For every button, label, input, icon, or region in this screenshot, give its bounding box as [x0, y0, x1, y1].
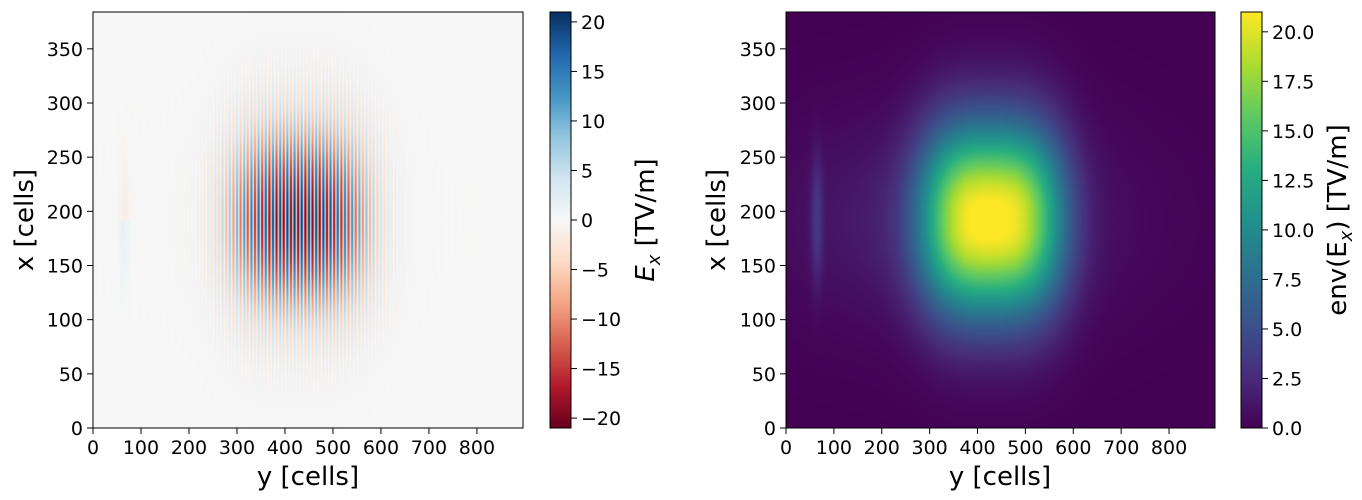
envelope-x-tick-label: 700	[1103, 437, 1139, 459]
ex-x-tick-label: 600	[363, 437, 399, 459]
ex-x-tick-label: 500	[315, 437, 351, 459]
ex-y-axis-label: x [cells]	[10, 169, 40, 271]
envelope-colorbar-label: env(Ex) [TV/m]	[1323, 124, 1357, 316]
ex-colorbar-label-sub: x	[644, 254, 665, 266]
envelope-x-tick-label: 0	[780, 437, 792, 459]
envelope-colorbar-tick-label: 17.5	[1272, 71, 1314, 93]
ex-colorbar-tick-label: 0	[581, 210, 593, 232]
ex-y-tick-label: 150	[47, 256, 83, 278]
envelope-y-tick-label: 350	[740, 39, 776, 61]
envelope-colorbar	[1240, 11, 1263, 429]
ex-x-tick-label: 700	[411, 437, 447, 459]
envelope-x-tick-label: 400	[959, 437, 995, 459]
envelope-x-tick-label: 200	[864, 437, 900, 459]
ex-colorbar-tick-label: 20	[581, 12, 605, 34]
ex-x-tick-label: 300	[219, 437, 255, 459]
envelope-colorbar-ticks: 0.0 2.5 5.0 7.5 10.0 12.5 15.0 17.5 20.0	[1262, 22, 1314, 440]
envelope-colorbar-label-unit: ) [TV/m]	[1323, 124, 1353, 230]
envelope-x-tick-label: 800	[1151, 437, 1187, 459]
envelope-y-axis-label: x [cells]	[702, 169, 732, 271]
ex-colorbar-tick-label: 5	[581, 160, 593, 182]
ex-plot-frame	[92, 11, 524, 429]
envelope-x-ticks: 0 100 200 300 400 500 600 700 800	[780, 428, 1187, 459]
panel-ex: 0 100 200 300 400 500 600 700 800 05010015020025…	[10, 11, 665, 492]
ex-colorbar	[549, 11, 572, 429]
ex-colorbar-tick-label: 10	[581, 111, 605, 133]
envelope-colorbar-tick-label: 5.0	[1272, 319, 1302, 341]
envelope-y-tick-label: 300	[740, 93, 776, 115]
envelope-y-tick-label: 150	[740, 256, 776, 278]
envelope-colorbar-tick-label: 10.0	[1272, 220, 1314, 242]
envelope-colorbar-tick-label: 0.0	[1272, 418, 1302, 440]
ex-x-axis-label: y [cells]	[257, 462, 359, 492]
envelope-y-tick-label: 50	[752, 364, 776, 386]
envelope-y-tick-label: 0	[764, 418, 776, 440]
envelope-x-tick-label: 100	[816, 437, 852, 459]
envelope-x-tick-label: 300	[912, 437, 948, 459]
envelope-colorbar-tick-label: 12.5	[1272, 170, 1314, 192]
ex-y-tick-label: 50	[59, 364, 83, 386]
ex-y-tick-label: 100	[47, 310, 83, 332]
envelope-colorbar-tick-label: 15.0	[1272, 121, 1314, 143]
ex-colorbar-tick-label: −15	[581, 359, 621, 381]
ex-y-tick-label: 300	[47, 93, 83, 115]
ex-y-tick-label: 0	[71, 418, 83, 440]
ex-x-ticks: 0 100 200 300 400 500 600 700 800	[87, 428, 495, 459]
ex-colorbar-tick-label: −5	[581, 260, 609, 282]
ex-colorbar-label: Ex [TV/m]	[631, 158, 665, 281]
envelope-x-axis-label: y [cells]	[949, 462, 1051, 492]
ex-x-tick-label: 400	[267, 437, 303, 459]
envelope-y-ticks: 0 50 100 150 200 250 300 350	[740, 39, 786, 440]
ex-x-tick-label: 0	[87, 437, 99, 459]
envelope-heatmap	[786, 12, 1215, 428]
ex-x-tick-label: 100	[123, 437, 159, 459]
ex-y-tick-label: 250	[47, 147, 83, 169]
ex-y-tick-label: 350	[47, 39, 83, 61]
ex-x-tick-label: 200	[171, 437, 207, 459]
envelope-x-tick-label: 600	[1055, 437, 1091, 459]
envelope-colorbar-tick-label: 2.5	[1272, 368, 1302, 390]
ex-colorbar-ticks: −20 −15 −10 −5 0 5 10 15 20	[571, 12, 621, 430]
envelope-x-tick-label: 500	[1007, 437, 1043, 459]
ex-colorbar-tick-label: −20	[581, 408, 621, 430]
ex-colorbar-label-base: E	[631, 265, 661, 282]
ex-heatmap	[93, 12, 523, 428]
ex-y-ticks: 0 50 100 150 200 250 300 350	[47, 39, 93, 440]
envelope-colorbar-tick-label: 7.5	[1272, 269, 1302, 291]
envelope-y-tick-label: 200	[740, 201, 776, 223]
envelope-colorbar-tick-label: 20.0	[1272, 22, 1314, 44]
envelope-colorbar-label-sub: x	[1336, 230, 1357, 242]
ex-y-tick-label: 200	[47, 201, 83, 223]
envelope-y-tick-label: 100	[740, 310, 776, 332]
ex-colorbar-label-unit: [TV/m]	[631, 158, 661, 254]
envelope-colorbar-label-base: env(E	[1323, 241, 1353, 315]
ex-x-tick-label: 800	[459, 437, 495, 459]
ex-colorbar-tick-label: 15	[581, 61, 605, 83]
envelope-plot-frame	[785, 11, 1216, 429]
envelope-y-tick-label: 250	[740, 147, 776, 169]
ex-colorbar-tick-label: −10	[581, 309, 621, 331]
panel-envelope: 0 100 200 300 400 500 600 700 800 0 50 100 150 200 25…	[702, 11, 1357, 492]
